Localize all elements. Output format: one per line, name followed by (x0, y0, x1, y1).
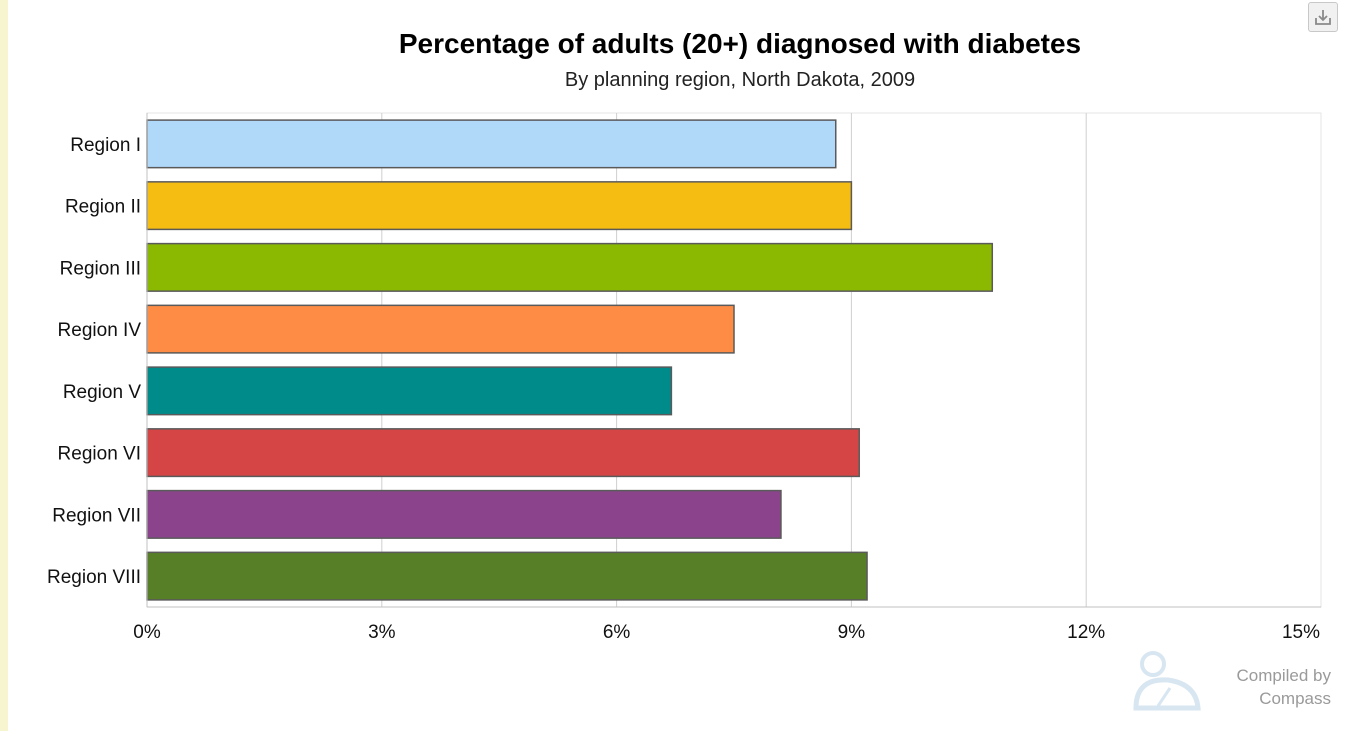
x-tick-label: 9% (838, 622, 866, 643)
x-axis-ticks: 0% 3% 6% 9% 12% 15% (133, 622, 1320, 643)
bars (146, 119, 994, 601)
chart-subtitle: By planning region, North Dakota, 2009 (565, 69, 915, 91)
bar[interactable] (146, 366, 673, 416)
category-label: Region I (70, 135, 141, 156)
bar[interactable] (146, 551, 868, 601)
compass-logo-icon (1133, 651, 1201, 711)
credit-line-2: Compass (1259, 689, 1331, 708)
compass-credit: Compiled by Compass (1133, 651, 1332, 711)
chart-title: Percentage of adults (20+) diagnosed wit… (399, 28, 1081, 59)
x-tick-label: 0% (133, 622, 161, 643)
category-label: Region VI (58, 444, 141, 465)
category-label: Region VII (52, 505, 141, 526)
chart-card: Percentage of adults (20+) diagnosed wit… (8, 0, 1352, 731)
bar[interactable] (146, 181, 853, 231)
bar[interactable] (146, 489, 782, 539)
x-tick-label: 12% (1067, 622, 1105, 643)
x-tick-label: 15% (1282, 622, 1320, 643)
credit-line-1: Compiled by (1237, 666, 1332, 685)
bar[interactable] (146, 242, 994, 292)
bar[interactable] (146, 304, 735, 354)
category-labels: Region I Region II Region III Region IV Regi… (47, 135, 141, 588)
bar[interactable] (146, 428, 860, 478)
bar[interactable] (146, 119, 837, 169)
category-label: Region V (63, 382, 141, 403)
x-tick-label: 3% (368, 622, 396, 643)
download-icon (1315, 10, 1331, 25)
category-label: Region II (65, 197, 141, 218)
category-label: Region IV (58, 320, 142, 341)
bar-chart: Percentage of adults (20+) diagnosed wit… (47, 28, 1332, 711)
x-tick-label: 6% (603, 622, 631, 643)
export-button[interactable] (1308, 2, 1338, 32)
category-label: Region VIII (47, 567, 141, 588)
category-label: Region III (60, 258, 141, 279)
